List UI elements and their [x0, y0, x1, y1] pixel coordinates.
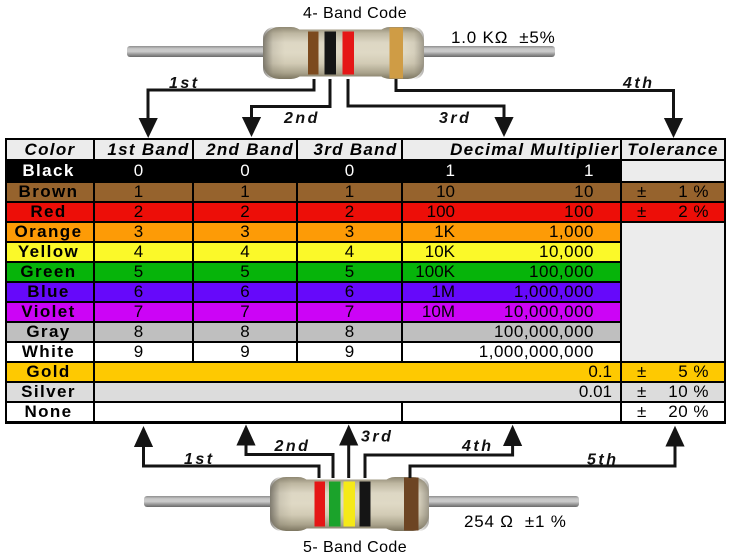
svg-text:1.0 KΩ ±5%: 1.0 KΩ ±5%: [451, 28, 556, 47]
svg-text:2nd: 2nd: [274, 438, 311, 455]
svg-text:5th: 5th: [587, 452, 619, 469]
svg-text:5- Band Code: 5- Band Code: [303, 539, 407, 556]
svg-text:4th: 4th: [461, 438, 494, 455]
svg-text:1st: 1st: [184, 451, 215, 468]
svg-text:3rd: 3rd: [439, 110, 471, 127]
svg-text:4th: 4th: [622, 75, 655, 92]
svg-text:3rd: 3rd: [361, 429, 393, 446]
svg-text:254 Ω ±1 %: 254 Ω ±1 %: [464, 512, 567, 531]
svg-text:4- Band Code: 4- Band Code: [303, 5, 407, 22]
svg-text:2nd: 2nd: [283, 110, 320, 127]
svg-text:1st: 1st: [169, 75, 200, 92]
